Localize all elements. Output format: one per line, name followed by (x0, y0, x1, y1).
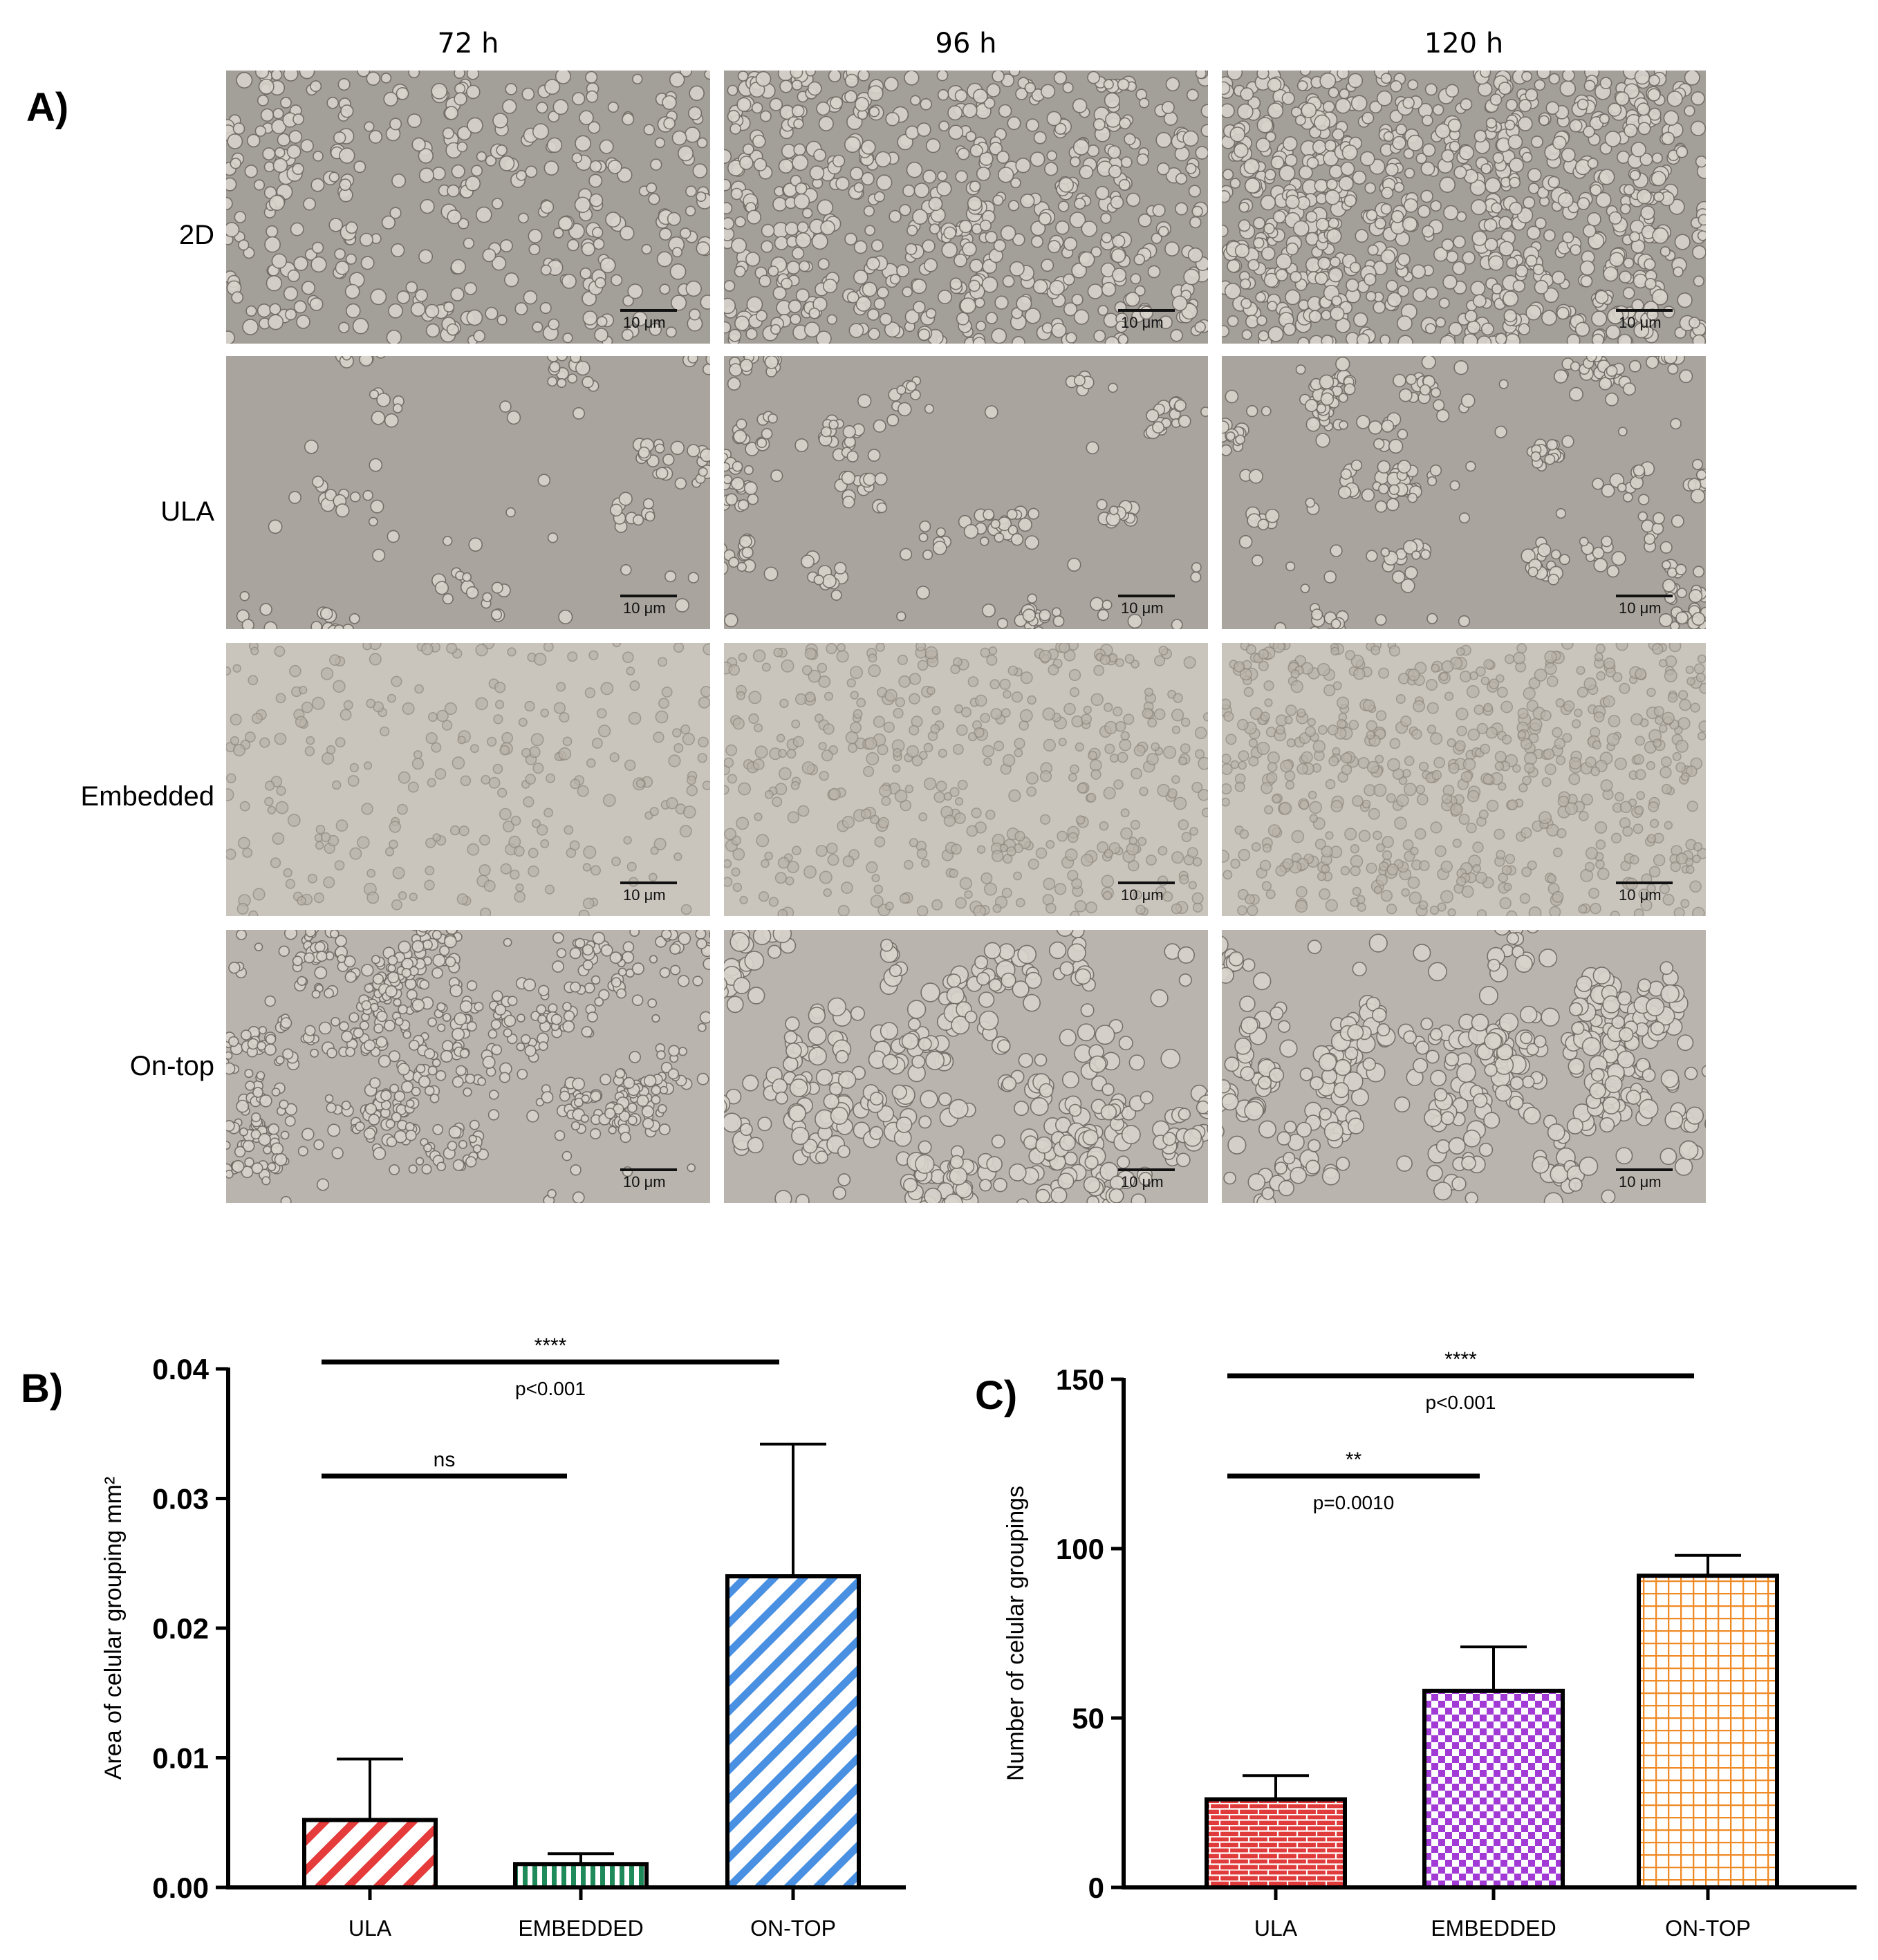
y-tick-label: 0.03 (152, 1483, 209, 1515)
panel-b-label: B) (21, 1366, 64, 1411)
micrograph-on-top-120h: 10 μm (1222, 930, 1706, 1203)
scale-bar-label: 10 μm (1121, 599, 1164, 617)
micrograph-embedded-120h: 10 μm (1222, 643, 1706, 916)
column-header-72h: 72 h (437, 28, 499, 59)
scale-bar-label: 10 μm (1121, 886, 1164, 904)
x-tick-label: ULA (1254, 1916, 1298, 1941)
scale-bar-label: 10 μm (623, 886, 666, 904)
row-label-on-top: On-top (129, 1051, 214, 1081)
y-axis-label: Number of celular groupings (1003, 1486, 1029, 1781)
scale-bar (620, 1168, 677, 1171)
significance-p-value: p=0.0010 (1313, 1492, 1395, 1513)
micrograph-ula-120h: 10 μm (1222, 356, 1706, 629)
y-tick-label: 100 (1056, 1533, 1104, 1565)
x-tick-label: ULA (348, 1916, 392, 1941)
y-tick-label: 0 (1088, 1872, 1104, 1904)
micrograph-ula-96h: 10 μm (724, 356, 1208, 629)
scale-bar-label: 10 μm (1619, 886, 1662, 904)
scale-bar (1118, 881, 1175, 884)
micrograph-embedded-72h: 10 μm (226, 643, 710, 916)
scale-bar (1616, 1168, 1673, 1171)
scale-bar (620, 881, 677, 884)
micrograph-ula-72h: 10 μm (226, 356, 710, 629)
significance-stars: **** (1444, 1348, 1477, 1371)
y-tick-label: 0.04 (152, 1353, 209, 1385)
scale-bar-label: 10 μm (1121, 1173, 1164, 1191)
column-header-120h: 120 h (1424, 28, 1504, 59)
scale-bar-label: 10 μm (1619, 314, 1662, 331)
scale-bar (1616, 595, 1673, 597)
bar-embedded (1422, 1688, 1565, 1890)
x-tick-label: ON-TOP (750, 1916, 836, 1941)
scale-bar-label: 10 μm (623, 314, 666, 331)
micrograph-2d-120h: 10 μm (1222, 71, 1706, 344)
significance-stars: **** (534, 1334, 567, 1357)
significance-p-value: p<0.001 (515, 1378, 586, 1399)
significance-stars: ** (1346, 1448, 1362, 1471)
scale-bar-label: 10 μm (1619, 1173, 1662, 1191)
y-tick-label: 0.02 (152, 1612, 209, 1645)
bar-ula (1205, 1797, 1347, 1890)
panel-c-label: C) (975, 1373, 1018, 1418)
scale-bar (1118, 309, 1175, 312)
scale-bar-label: 10 μm (1619, 599, 1662, 617)
bar-on-top (725, 1574, 861, 1889)
scale-bar (1616, 309, 1673, 312)
y-tick-label: 150 (1056, 1363, 1104, 1396)
scale-bar-label: 10 μm (623, 599, 666, 617)
y-tick-label: 50 (1072, 1702, 1104, 1735)
panel-a-label: A) (26, 85, 69, 130)
micrograph-embedded-96h: 10 μm (724, 643, 1208, 916)
y-tick-label: 0.01 (152, 1742, 209, 1775)
y-tick-label: 0.00 (152, 1872, 209, 1904)
scale-bar (1616, 881, 1673, 884)
x-tick-label: ON-TOP (1665, 1916, 1751, 1941)
y-axis-label: Area of celular grouping mm² (100, 1477, 127, 1780)
bar-on-top (1637, 1574, 1779, 1889)
row-label-ula: ULA (160, 496, 214, 527)
x-tick-label: EMBEDDED (518, 1916, 643, 1941)
scale-bar (1118, 1168, 1175, 1171)
x-tick-label: EMBEDDED (1431, 1916, 1556, 1941)
column-header-96h: 96 h (935, 28, 997, 59)
micrograph-on-top-72h: 10 μm (226, 930, 710, 1203)
scale-bar (1118, 595, 1175, 597)
significance-stars: ns (434, 1448, 456, 1471)
scale-bar (620, 309, 677, 312)
scale-bar-label: 10 μm (1121, 314, 1164, 331)
significance-p-value: p<0.001 (1426, 1392, 1496, 1413)
row-label-embedded: Embedded (80, 781, 214, 812)
micrograph-on-top-96h: 10 μm (724, 930, 1208, 1203)
micrograph-2d-72h: 10 μm (226, 71, 710, 344)
scale-bar (620, 595, 677, 597)
row-label-2d: 2D (178, 220, 214, 250)
chart-area-of-cellular-grouping: 0.00 0.01 0.02 0.03 0.04 Area of celular grou… (100, 1334, 906, 1941)
scale-bar-label: 10 μm (623, 1173, 666, 1191)
micrograph-2d-96h: 10 μm (724, 71, 1208, 344)
